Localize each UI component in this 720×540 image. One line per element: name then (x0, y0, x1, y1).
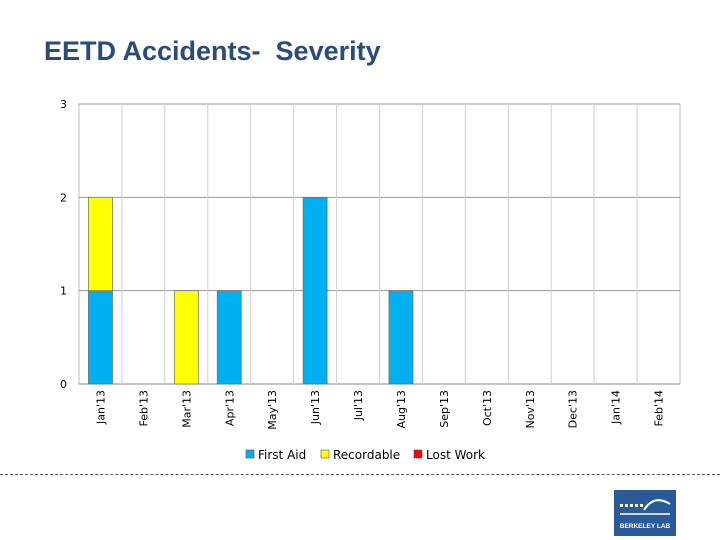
x-tick-label: Jul'13 (352, 390, 365, 421)
x-tick-label: Sep'13 (438, 390, 451, 428)
x-tick-label: Feb'13 (137, 390, 150, 427)
legend-label: Lost Work (426, 448, 485, 462)
y-tick-label: 2 (60, 191, 67, 204)
x-tick-label: Oct'13 (481, 390, 494, 426)
bar-recordable (173, 290, 199, 385)
bar-first-aid (88, 290, 113, 385)
x-tick-label: Feb'14 (653, 390, 666, 427)
y-tick-label: 1 (60, 285, 67, 298)
x-tick-label: Apr'13 (223, 390, 236, 426)
logo-text: BERKELEY LAB (620, 523, 671, 530)
x-tick-label: Jan'14 (610, 390, 623, 425)
x-tick-label: Mar'13 (180, 390, 193, 428)
x-tick-label: Jun'13 (309, 390, 322, 425)
bar-first-aid (302, 196, 328, 385)
legend-label: First Aid (258, 448, 306, 462)
x-tick-label: Dec'13 (567, 390, 580, 428)
legend-swatch (413, 449, 423, 459)
legend-label: Recordable (333, 448, 400, 462)
bar-first-aid (216, 290, 242, 385)
legend-swatch (245, 449, 255, 459)
page-title: EETD Accidents- Severity (44, 36, 381, 66)
x-tick-label: Nov'13 (524, 390, 537, 429)
x-tick-label: May'13 (266, 390, 279, 430)
y-tick-label: 0 (60, 378, 67, 391)
berkeley-lab-logo-icon: BERKELEY LAB (614, 490, 676, 536)
y-tick-label: 3 (60, 98, 67, 111)
footer-divider (0, 474, 720, 475)
x-tick-label: Aug'13 (395, 390, 408, 429)
bar-first-aid (388, 290, 414, 385)
legend-swatch (320, 449, 330, 459)
x-tick-label: Jan'13 (94, 390, 107, 425)
bar-recordable (88, 196, 113, 292)
